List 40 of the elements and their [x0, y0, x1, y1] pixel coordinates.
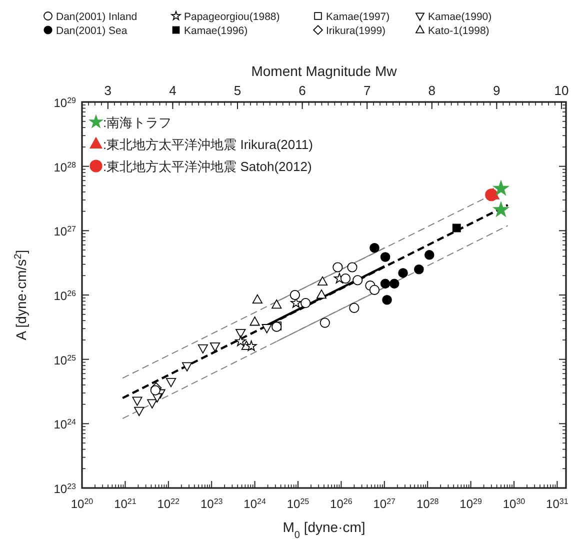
x-tick-label: 10$^{21}$ [114, 496, 137, 511]
y-tick-label: 10$^{29}$ [54, 96, 77, 110]
y-tick-label: 10$^{25}$ [54, 352, 77, 368]
x-tick-label: 10$^{29}$ [460, 496, 482, 511]
x-tick-label: 10$^{20}$ [70, 496, 94, 511]
x2-tick-label: 10 [554, 83, 569, 98]
y-tick-label: 10$^{26}$ [54, 288, 77, 303]
legend-label: Papageorgiou(1988) [184, 11, 280, 23]
legend-label: Kato-1(1998) [428, 25, 490, 37]
x-tick-label: 10$^{22}$ [157, 496, 180, 511]
y-tick-label: 10$^{23}$ [54, 482, 77, 496]
x-tick-label: 10$^{31}$ [546, 496, 569, 511]
y-tick-label: 10$^{24}$ [54, 417, 77, 432]
y-tick-label: 10$^{28}$ [54, 160, 77, 174]
x2-axis-title: Moment Magnitude Mw [251, 63, 398, 79]
legend-label: :南海トラフ [103, 115, 172, 130]
x-tick-label: 10$^{27}$ [373, 496, 396, 511]
legend-label: :東北地方太平洋沖地震 Irikura(2011) [103, 137, 313, 152]
x-tick-label: 10$^{28}$ [416, 496, 440, 511]
x2-tick-label: 3 [104, 83, 112, 98]
legend-label: Dan(2001) Sea [56, 25, 128, 37]
x-tick-label: 10$^{26}$ [330, 496, 353, 511]
x-tick-label: 10$^{30}$ [502, 496, 526, 511]
x2-tick-label: 8 [428, 83, 436, 98]
y-tick-label: 10$^{27}$ [54, 224, 77, 239]
x2-tick-label: 6 [298, 83, 306, 98]
x-tick-label: 10$^{24}$ [244, 496, 266, 511]
x-tick-label: 10$^{25}$ [286, 496, 310, 511]
legend-label: Dan(2001) Inland [56, 11, 138, 23]
x2-tick-label: 5 [234, 83, 242, 98]
x2-tick-label: 9 [493, 83, 500, 98]
x2-tick-label: 4 [169, 83, 176, 98]
x-axis-title: M$_{0}$ [dyne·cm] [282, 519, 366, 539]
legend-label: Kamae(1997) [326, 11, 390, 23]
legend-label: :東北地方太平洋沖地震 Satoh(2012) [103, 159, 312, 174]
x2-tick-label: 7 [363, 83, 371, 98]
legend-label: Irikura(1999) [326, 25, 386, 37]
legend-label: Kamae(1990) [428, 11, 492, 23]
legend-label: Kamae(1996) [184, 25, 248, 37]
x-tick-label: 10$^{23}$ [200, 496, 224, 511]
